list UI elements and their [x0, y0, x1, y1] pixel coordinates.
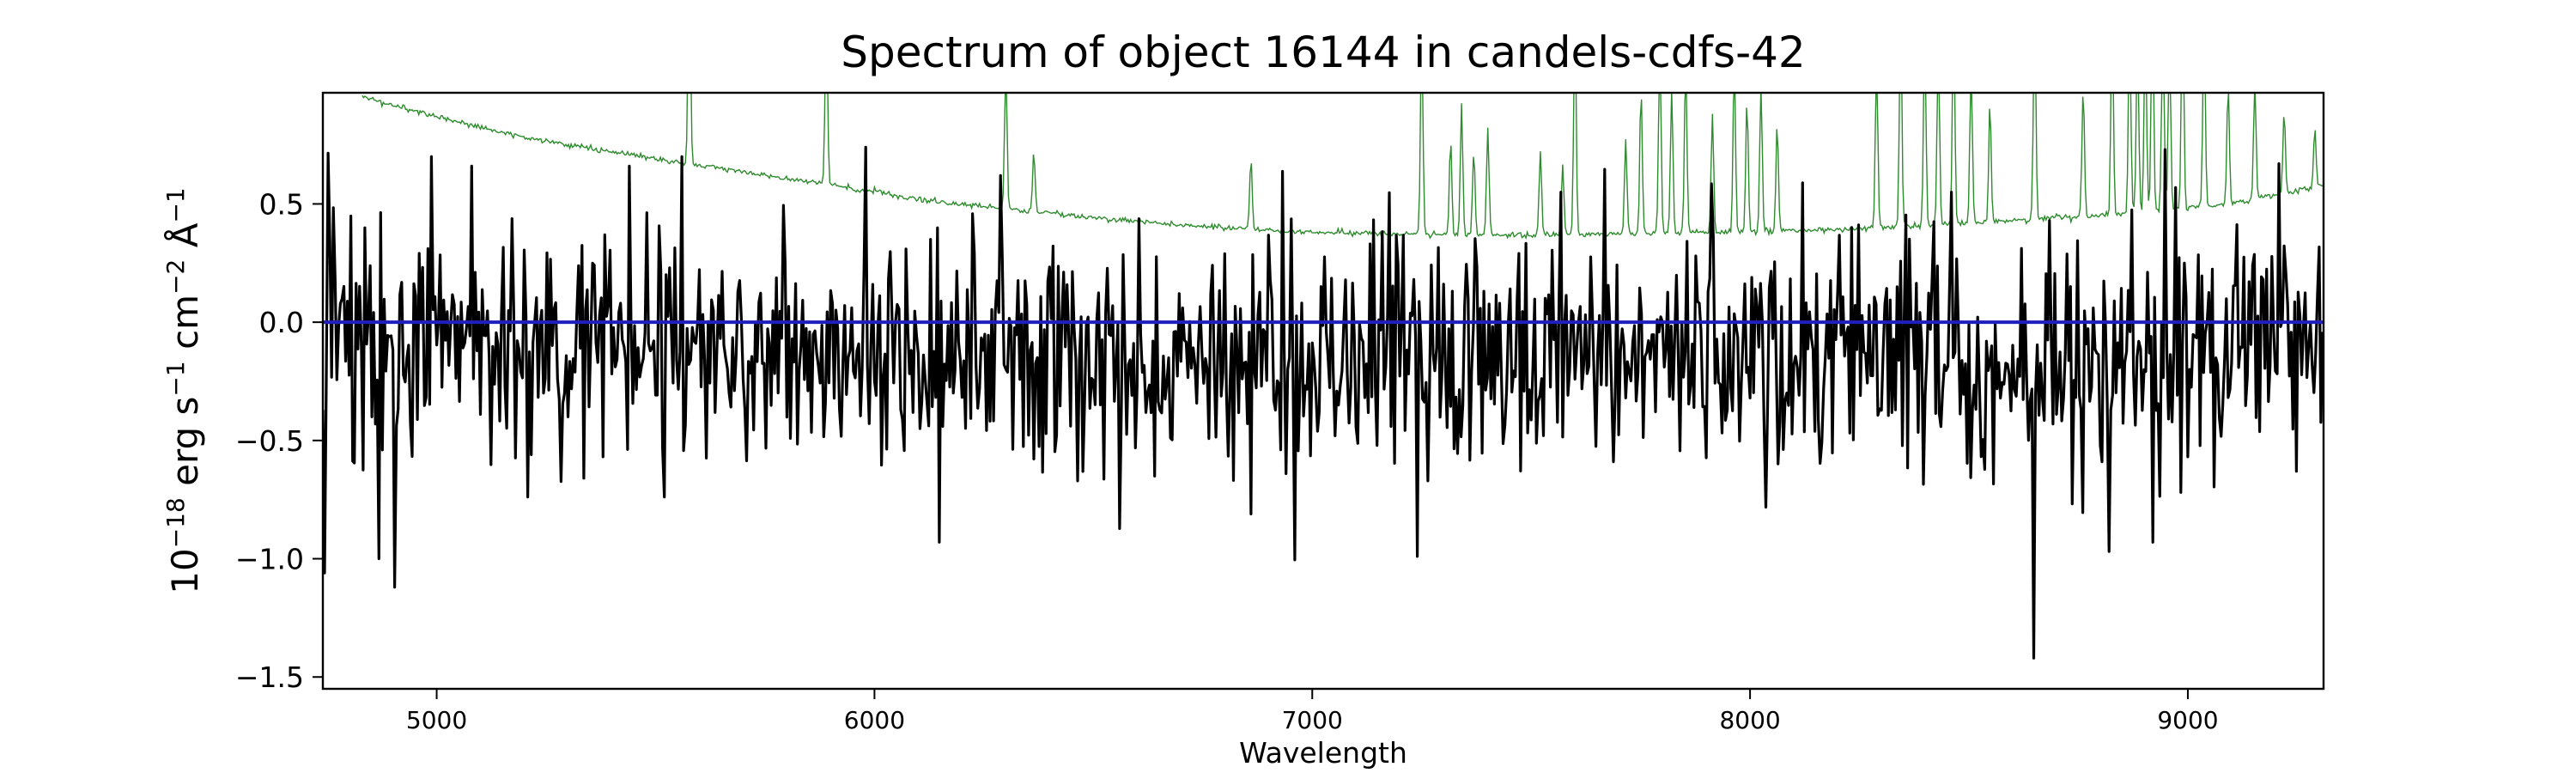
y-label-exp-1: −18 — [161, 497, 190, 548]
x-tick-label: 6000 — [844, 706, 905, 734]
y-label-part-3: cm — [164, 295, 206, 361]
x-axis-ticks: 5000 6000 7000 8000 9000 — [406, 689, 2219, 734]
chart-title: Spectrum of object 16144 in candels-cdfs… — [841, 27, 1806, 77]
x-tick-label: 9000 — [2157, 706, 2218, 734]
x-axis-label: Wavelength — [1239, 736, 1407, 770]
y-label-part-2: erg s — [164, 397, 206, 498]
y-label-exp-3: −2 — [161, 259, 190, 295]
y-label-part-1: 10 — [164, 548, 206, 593]
y-tick-label: −1.0 — [235, 543, 304, 576]
x-tick-label: 8000 — [1719, 706, 1780, 734]
y-tick-label: 0.0 — [259, 306, 304, 339]
x-tick-label: 7000 — [1282, 706, 1343, 734]
noise-spectrum-line — [361, 93, 2324, 240]
y-axis-ticks: −1.5 −1.0 −0.5 0.0 0.5 — [235, 187, 323, 694]
y-tick-label: −1.5 — [235, 660, 304, 694]
axes-frame — [321, 91, 2325, 691]
y-tick-label: −0.5 — [235, 424, 304, 458]
plot-area — [323, 93, 2324, 660]
y-label-part-4: Å — [163, 222, 206, 259]
y-label-exp-4: −1 — [161, 187, 190, 222]
flux-spectrum-line — [323, 145, 2324, 660]
y-axis-label: 10−18 erg s−1 cm−2 Å−1 — [161, 187, 206, 593]
y-tick-label: 0.5 — [259, 187, 304, 221]
y-label-exp-2: −1 — [161, 361, 190, 396]
x-tick-label: 5000 — [406, 706, 467, 734]
